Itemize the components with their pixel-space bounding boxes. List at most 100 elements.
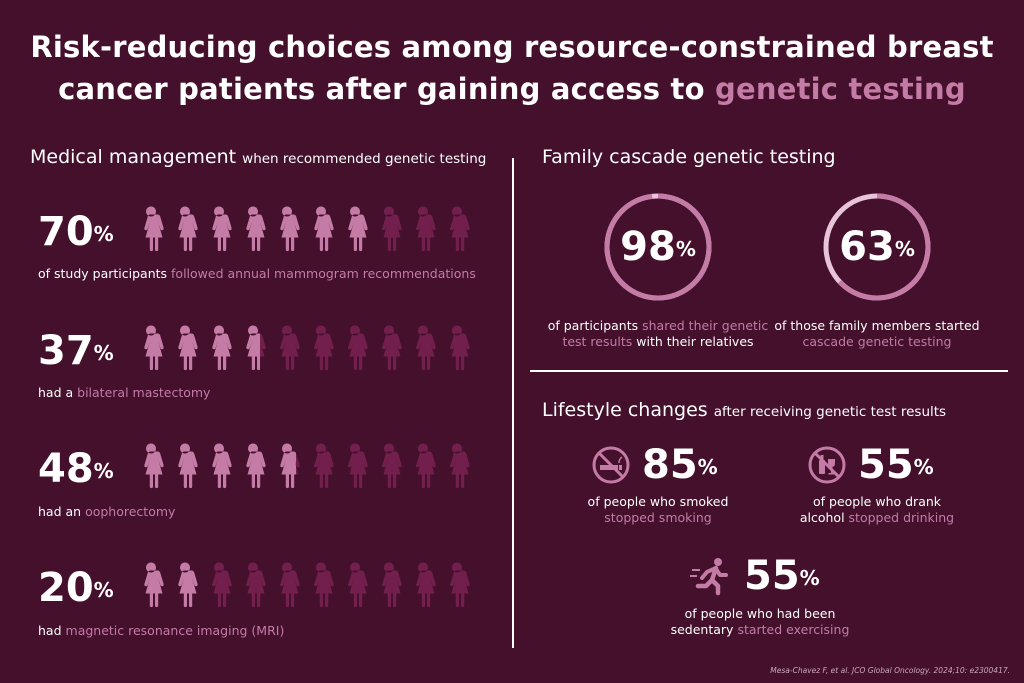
caption-highlight: oophorectomy <box>85 504 176 519</box>
caption-highlight: started exercising <box>737 622 850 637</box>
caption-plain: of study participants <box>38 266 168 281</box>
mammogram-caption: of study participants followed annual ma… <box>38 266 476 281</box>
person-icon <box>178 443 198 489</box>
person-icon <box>348 562 368 608</box>
person-icon <box>450 562 470 608</box>
person-icon <box>416 443 436 489</box>
running-person-icon <box>690 558 728 596</box>
person-icon <box>450 206 470 252</box>
caption-plain: of people who smoked <box>587 494 729 509</box>
percent-sign: % <box>93 222 114 246</box>
title-line-2-plain: cancer patients after gaining access to <box>58 72 705 106</box>
person-icon <box>416 325 436 371</box>
stopped-drinking-caption: of people who drank alcohol stopped drin… <box>782 494 972 526</box>
person-icon <box>280 443 300 489</box>
oophorectomy-stat: 48% <box>38 446 114 492</box>
no-alcohol-icon <box>808 446 846 484</box>
started-exercising-caption: of people who had been sedentary started… <box>662 606 858 638</box>
ring-arc <box>604 193 712 301</box>
person-icon <box>450 325 470 371</box>
caption-plain: with their relatives <box>636 334 754 349</box>
caption-plain: had a <box>38 385 74 400</box>
started-exercising-value: 55 <box>744 553 800 599</box>
person-icon <box>382 206 402 252</box>
ring-chart <box>823 193 931 301</box>
person-icon <box>144 443 164 489</box>
cascade-testing-value: 63 <box>839 224 895 270</box>
medical-heading: Medical management when recommended gene… <box>30 146 486 168</box>
mastectomy-stat: 37% <box>38 328 114 374</box>
caption-plain: had an <box>38 504 82 519</box>
caption-plain: of people who drank <box>812 494 942 509</box>
person-icon <box>246 206 266 252</box>
person-icon <box>382 325 402 371</box>
person-icon <box>348 206 368 252</box>
percent-sign: % <box>799 566 820 590</box>
person-icon <box>280 562 300 608</box>
mri-value: 20 <box>38 565 94 611</box>
oophorectomy-caption: had an oophorectomy <box>38 504 175 519</box>
caption-highlight: stopped smoking <box>604 510 712 525</box>
mammogram-people <box>136 202 476 258</box>
person-icon <box>246 325 266 371</box>
caption-plain: sedentary <box>670 622 734 637</box>
percent-sign: % <box>93 459 114 483</box>
cascade-testing-ring: 63% <box>822 192 932 302</box>
caption-highlight: cascade genetic testing <box>802 334 952 349</box>
person-icon <box>280 325 300 371</box>
cascade-heading: Family cascade genetic testing <box>542 146 836 168</box>
ring-arc <box>823 193 931 301</box>
no-smoking-icon <box>592 446 630 484</box>
medical-heading-main: Medical management <box>30 146 237 168</box>
caption-highlight: magnetic resonance imaging (MRI) <box>65 623 285 638</box>
person-icon <box>212 562 232 608</box>
lifestyle-heading-main: Lifestyle changes <box>542 399 708 421</box>
caption-highlight: bilateral mastectomy <box>77 385 211 400</box>
percent-sign: % <box>675 237 696 261</box>
person-icon <box>314 443 334 489</box>
person-icon <box>314 325 334 371</box>
mri-stat: 20% <box>38 565 114 611</box>
mri-people <box>136 558 476 614</box>
caption-highlight: followed annual mammogram recommendation… <box>171 266 476 281</box>
person-icon <box>178 562 198 608</box>
caption-plain: of participants <box>547 318 639 333</box>
person-icon <box>348 325 368 371</box>
caption-highlight: stopped drinking <box>848 510 955 525</box>
lifestyle-heading: Lifestyle changes after receiving geneti… <box>542 399 946 421</box>
percent-sign: % <box>93 341 114 365</box>
mastectomy-people <box>136 321 476 377</box>
shared-results-ring: 98% <box>603 192 713 302</box>
person-icon <box>416 206 436 252</box>
person-icon <box>416 562 436 608</box>
person-icon <box>314 206 334 252</box>
person-icon <box>382 443 402 489</box>
percent-sign: % <box>93 578 114 602</box>
person-icon <box>212 325 232 371</box>
mri-caption: had magnetic resonance imaging (MRI) <box>38 623 284 638</box>
cascade-testing-stat: 63% <box>822 192 932 302</box>
person-icon <box>246 562 266 608</box>
caption-highlight: test results <box>562 334 633 349</box>
shared-results-caption: of participants shared their genetic tes… <box>538 318 778 350</box>
stopped-smoking-value: 85 <box>642 442 698 488</box>
title-line-2: cancer patients after gaining access to … <box>0 68 1024 110</box>
person-icon <box>280 206 300 252</box>
percent-sign: % <box>697 455 718 479</box>
person-icon <box>212 206 232 252</box>
person-icon <box>450 443 470 489</box>
stopped-drinking-value: 55 <box>858 442 914 488</box>
shared-results-value: 98 <box>620 224 676 270</box>
mammogram-stat: 70% <box>38 209 114 255</box>
person-icon <box>144 325 164 371</box>
medical-heading-sub: when recommended genetic testing <box>242 151 487 167</box>
started-exercising-stat: 55% <box>744 553 820 599</box>
title-line-1: Risk-reducing choices among resource-con… <box>30 30 994 64</box>
person-icon <box>348 443 368 489</box>
page-title: Risk-reducing choices among resource-con… <box>0 26 1024 110</box>
ring-chart <box>604 193 712 301</box>
person-icon <box>314 562 334 608</box>
stopped-drinking-stat: 55% <box>858 442 934 488</box>
caption-plain: of those family members started <box>774 318 980 333</box>
person-icon <box>144 562 164 608</box>
